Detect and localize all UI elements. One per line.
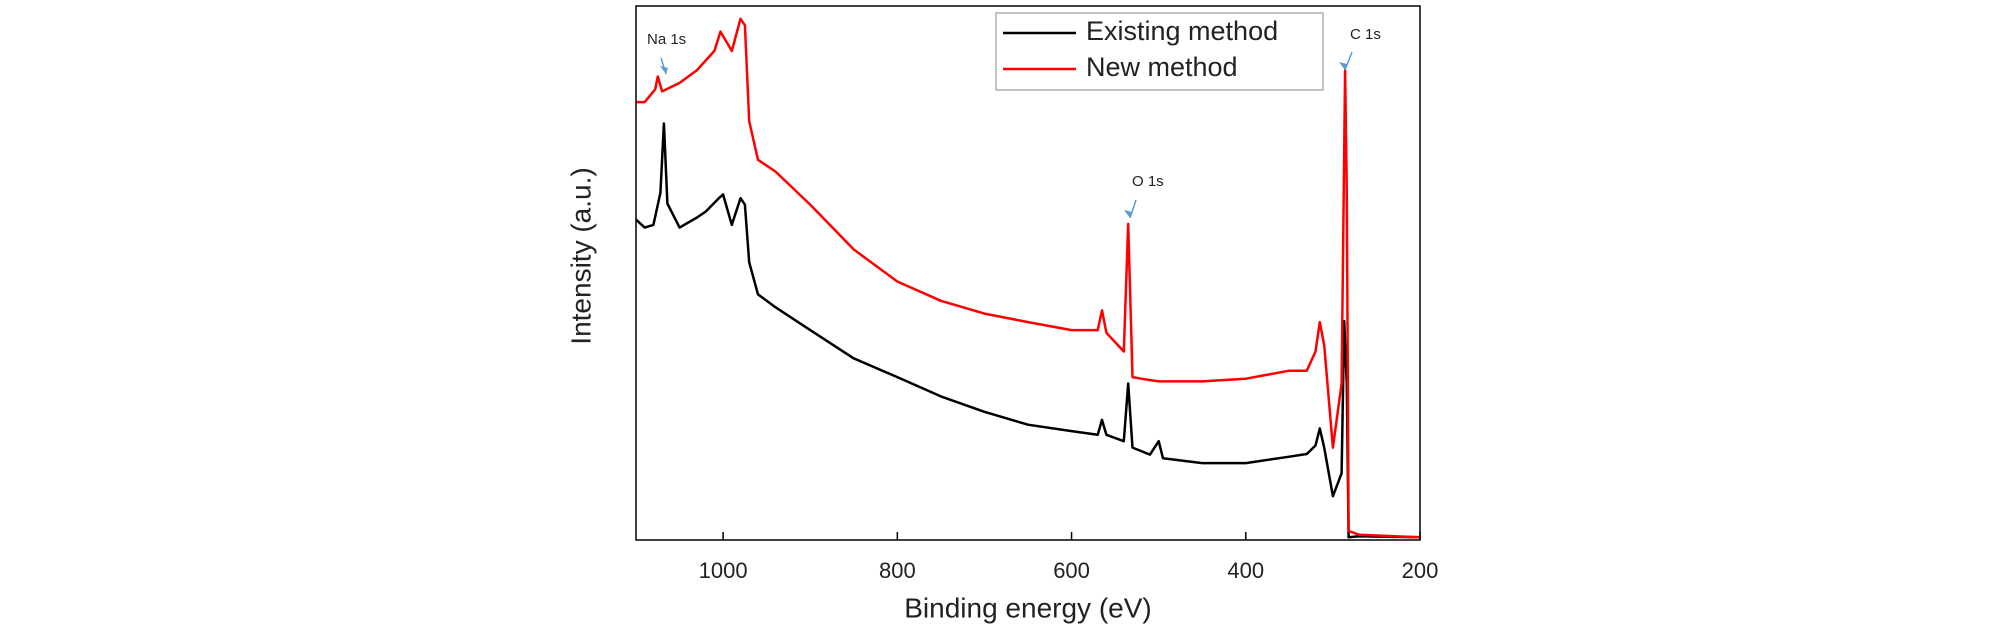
x-tick-label: 800 <box>879 558 916 583</box>
y-axis-label: Intensity (a.u.) <box>565 167 596 344</box>
annotation: O 1s <box>1132 173 1164 190</box>
series-line <box>635 122 1421 539</box>
legend-label: New method <box>1086 52 1238 82</box>
plot-frame <box>635 5 1421 541</box>
x-tick-label: 600 <box>1053 558 1090 583</box>
arrow-head <box>1124 210 1132 218</box>
annotation: C 1s <box>1350 26 1381 43</box>
series-line <box>636 17 1421 539</box>
annotation-arrow <box>1344 51 1353 71</box>
annotation: Na 1s <box>647 31 686 48</box>
arrow-head <box>1339 62 1347 70</box>
x-axis-label: Binding energy (eV) <box>904 592 1151 623</box>
x-tick-label: 400 <box>1227 558 1264 583</box>
arrow-head <box>660 66 668 74</box>
x-tick-label: 1000 <box>699 558 748 583</box>
annotation-arrow <box>1129 199 1137 219</box>
x-tick-label: 200 <box>1402 558 1439 583</box>
legend-box <box>995 12 1324 91</box>
legend-label: Existing method <box>1086 16 1278 46</box>
